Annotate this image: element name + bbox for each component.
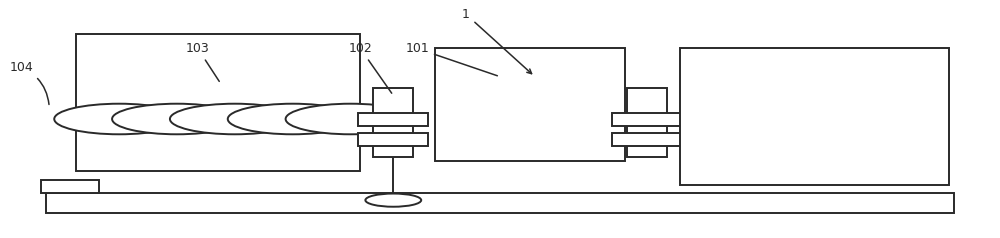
Circle shape (112, 104, 242, 134)
Circle shape (54, 104, 184, 134)
Bar (373, 89, 413, 157)
Bar (612, 133, 681, 146)
Bar (41, 180, 99, 193)
Bar (358, 113, 428, 126)
Bar (435, 49, 625, 161)
Text: 102: 102 (348, 42, 392, 93)
Text: 101: 101 (405, 42, 497, 76)
Text: 1: 1 (462, 8, 532, 74)
Circle shape (365, 193, 421, 207)
Bar (627, 89, 667, 157)
Text: 104: 104 (9, 61, 49, 104)
Circle shape (286, 104, 415, 134)
Bar (76, 34, 360, 171)
Circle shape (170, 104, 300, 134)
Bar (680, 49, 949, 185)
Bar (612, 113, 681, 126)
Bar (46, 193, 954, 213)
Bar (358, 133, 428, 146)
Text: 103: 103 (186, 42, 219, 81)
Circle shape (228, 104, 357, 134)
